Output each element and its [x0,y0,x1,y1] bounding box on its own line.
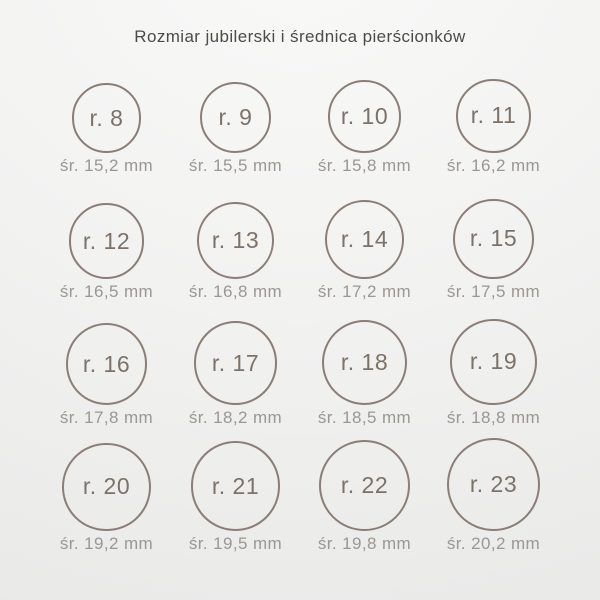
ring-diameter-label: śr. 15,8 mm [317,156,412,175]
ring-circle: r. 13 [196,201,275,279]
ring-item: r. 23 śr. 20,2 mm [429,428,558,554]
ring-diameter-label: śr. 18,8 mm [446,408,541,427]
ring-circle: r. 11 [456,78,531,153]
ring-diameter-label: śr. 18,2 mm [188,408,283,427]
ring-diameter-label: śr. 17,5 mm [446,282,541,301]
ring-diameter-label: śr. 20,2 mm [446,534,541,553]
page-title: Rozmiar jubilerski i średnica pierścionk… [134,27,466,46]
ring-item: r. 21 śr. 19,5 mm [171,428,300,554]
ring-size-label: r. 12 [82,227,131,254]
ring-size-label: r. 16 [82,350,131,377]
ring-size-label: r. 19 [469,348,518,375]
ring-item: r. 8 śr. 15,2 mm [42,50,171,176]
ring-circle: r. 16 [65,323,148,405]
ring-diameter-label: śr. 17,2 mm [317,282,412,301]
ring-item: r. 10 śr. 15,8 mm [300,50,429,176]
ring-diameter-label: śr. 15,5 mm [188,156,283,175]
ring-item: r. 11 śr. 16,2 mm [429,50,558,176]
ring-item: r. 19 śr. 18,8 mm [429,302,558,428]
ring-item: r. 9 śr. 15,5 mm [171,50,300,176]
ring-size-label: r. 10 [340,103,389,130]
ring-circle: r. 8 [71,83,142,153]
ring-size-label: r. 21 [211,472,260,499]
ring-diameter-label: śr. 17,8 mm [59,408,154,427]
ring-size-label: r. 11 [470,102,517,129]
ring-diameter-label: śr. 16,8 mm [188,282,283,301]
ring-diameter-label: śr. 16,5 mm [59,282,154,301]
ring-item: r. 20 śr. 19,2 mm [42,428,171,554]
ring-item: r. 15 śr. 17,5 mm [429,176,558,302]
ring-circle: r. 17 [193,321,278,405]
ring-size-label: r. 17 [211,349,260,376]
ring-item: r. 13 śr. 16,8 mm [171,176,300,302]
ring-diameter-label: śr. 18,5 mm [317,408,412,427]
ring-circle: r. 18 [321,319,408,405]
ring-circle: r. 15 [453,198,534,279]
ring-circle: r. 10 [328,80,401,153]
ring-diameter-label: śr. 19,8 mm [317,534,412,553]
ring-diameter-label: śr. 15,2 mm [59,156,154,175]
ring-size-label: r. 18 [340,348,389,375]
ring-circle: r. 9 [199,81,272,153]
ring-item: r. 14 śr. 17,2 mm [300,176,429,302]
ring-circle: r. 22 [318,439,411,531]
ring-item: r. 12 śr. 16,5 mm [42,176,171,302]
ring-item: r. 16 śr. 17,8 mm [42,302,171,428]
ring-item: r. 17 śr. 18,2 mm [171,302,300,428]
ring-size-label: r. 9 [218,103,253,130]
ring-size-label: r. 23 [469,471,518,498]
ring-size-label: r. 15 [469,225,518,252]
ring-item: r. 22 śr. 19,8 mm [300,428,429,554]
ring-circle: r. 14 [324,199,405,279]
ring-grid: r. 8 śr. 15,2 mm r. 9 śr. 15,5 mm r. 10 … [42,50,558,554]
ring-circle: r. 19 [450,318,537,405]
ring-item: r. 18 śr. 18,5 mm [300,302,429,428]
ring-diameter-label: śr. 19,2 mm [59,534,154,553]
ring-diameter-label: śr. 16,2 mm [446,156,541,175]
ring-size-label: r. 8 [89,104,124,131]
ring-circle: r. 23 [447,438,540,531]
ring-size-label: r. 20 [82,473,131,500]
ring-size-label: r. 14 [340,225,389,252]
ring-size-label: r. 22 [340,471,389,498]
ring-diameter-label: śr. 19,5 mm [188,534,283,553]
ring-circle: r. 20 [62,442,151,531]
ring-circle: r. 12 [68,203,145,279]
ring-size-label: r. 13 [211,226,260,253]
ring-circle: r. 21 [190,441,281,531]
